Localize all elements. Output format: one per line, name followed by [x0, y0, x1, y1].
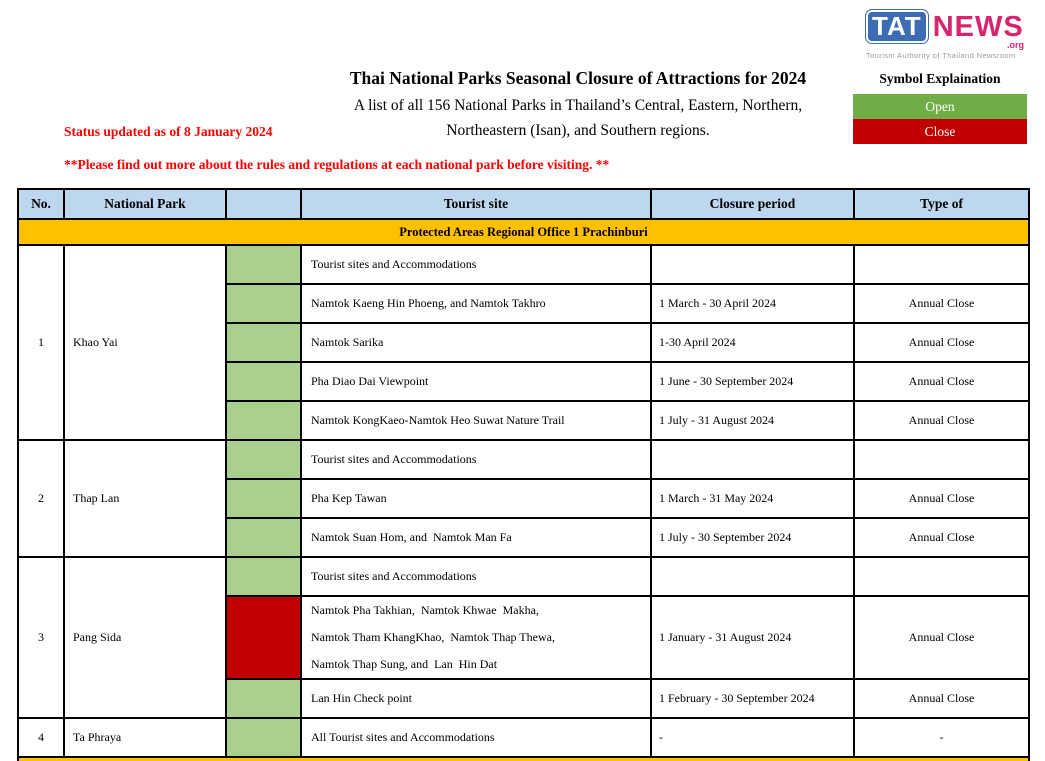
park-name-cell: Pang Sida [63, 556, 227, 719]
closure-table-grid: No. National Park Tourist site Closure p… [17, 188, 1030, 761]
park-no-cell: 4 [17, 717, 65, 758]
status-cell [225, 361, 302, 402]
closure-period-cell: 1 March - 31 May 2024 [650, 478, 855, 519]
closure-period-cell: 1 February - 30 September 2024 [650, 678, 855, 719]
table-row: Namtok Sarika 1-30 April 2024 Annual Clo… [18, 322, 1030, 363]
tourist-site-cell: Tourist sites and Accommodations [300, 244, 652, 285]
status-cell [225, 283, 302, 324]
region-banner: Protected Areas Regional Office 1 Prachi… [17, 218, 1030, 246]
column-header-type-of: Type of [853, 188, 1030, 220]
symbol-legend: Symbol Explaination Open Close [853, 71, 1027, 144]
closure-period-cell: 1 March - 30 April 2024 [650, 283, 855, 324]
table-row: Pha Kep Tawan 1 March - 31 May 2024 Annu… [18, 478, 1030, 519]
table-row: 4 Ta Phraya All Tourist sites and Accomm… [17, 717, 1030, 758]
closure-period-cell [650, 439, 855, 480]
park-name-cell: Ta Phraya [63, 717, 227, 758]
logo-tagline: Tourism Authority of Thailand Newsroom [866, 51, 1016, 60]
column-header-tourist-site: Tourist site [300, 188, 652, 220]
column-header-status [225, 188, 302, 220]
closure-type-cell: Annual Close [853, 678, 1030, 719]
tat-news-logo: TAT NEWS .org Tourism Authority of Thail… [866, 10, 1026, 60]
tourist-site-cell: Lan Hin Check point [300, 678, 652, 719]
status-cell [225, 517, 302, 558]
closure-type-cell [853, 556, 1030, 597]
tourist-site-cell: Namtok Kaeng Hin Phoeng, and Namtok Takh… [300, 283, 652, 324]
table-row: 2 Thap Lan Tourist sites and Accommodati… [17, 439, 1030, 558]
news-logo-text: NEWS [932, 10, 1024, 43]
park-name-cell: Khao Yai [63, 244, 227, 441]
subtitle-line-2: Northeastern (Isan), and Southern region… [446, 122, 710, 139]
closure-period-cell: 1 July - 30 September 2024 [650, 517, 855, 558]
status-cell [225, 717, 302, 758]
legend-open-badge: Open [853, 94, 1027, 119]
closure-period-cell: 1 January - 31 August 2024 [650, 595, 855, 680]
closure-period-cell: 1 June - 30 September 2024 [650, 361, 855, 402]
table-row: Namtok Suan Hom, and Namtok Man Fa 1 Jul… [18, 517, 1030, 558]
logo-org-suffix: .org [1007, 40, 1024, 50]
table-row: Namtok KongKaeo-Namtok Heo Suwat Nature … [18, 400, 1030, 441]
status-cell [225, 439, 302, 480]
heading-block: Thai National Parks Seasonal Closure of … [278, 68, 878, 143]
table-row: 1 Khao Yai Tourist sites and Accommodati… [17, 244, 1030, 441]
park-name-cell: Thap Lan [63, 439, 227, 558]
column-header-no: No. [17, 188, 65, 220]
status-cell [225, 400, 302, 441]
subtitle-line-1: A list of all 156 National Parks in Thai… [353, 97, 803, 114]
status-cell [225, 478, 302, 519]
tat-logo-mark: TAT [866, 10, 928, 43]
closure-period-cell: 1 July - 31 August 2024 [650, 400, 855, 441]
tourist-site-cell: All Tourist sites and Accommodations [300, 717, 652, 758]
tourist-site-cell: Namtok KongKaeo-Namtok Heo Suwat Nature … [300, 400, 652, 441]
table-row: Lan Hin Check point 1 February - 30 Sept… [18, 678, 1030, 719]
status-cell [225, 556, 302, 597]
region-banner-row: Protected Areas Regional Office 1 Prachi… [17, 218, 1030, 246]
tourist-site-cell: Pha Diao Dai Viewpoint [300, 361, 652, 402]
closure-type-cell: Annual Close [853, 400, 1030, 441]
closure-type-cell: Annual Close [853, 283, 1030, 324]
tourist-site-cell: Namtok Pha Takhian, Namtok Khwae Makha, … [300, 595, 652, 680]
page-title: Thai National Parks Seasonal Closure of … [349, 68, 807, 88]
status-cell [225, 322, 302, 363]
park-no-cell: 1 [17, 244, 65, 441]
table-row: 3 Pang Sida Tourist sites and Accommodat… [17, 556, 1030, 719]
closure-table: No. National Park Tourist site Closure p… [17, 188, 1030, 761]
status-updated-text: Status updated as of 8 January 2024 [64, 124, 273, 139]
table-header-row: No. National Park Tourist site Closure p… [17, 188, 1030, 220]
next-region-banner-row [17, 756, 1030, 761]
closure-type-cell: Annual Close [853, 322, 1030, 363]
tourist-site-cell: Tourist sites and Accommodations [300, 439, 652, 480]
park-no-cell: 2 [17, 439, 65, 558]
closure-type-cell [853, 244, 1030, 285]
tourist-site-cell: Tourist sites and Accommodations [300, 556, 652, 597]
closure-type-cell: - [853, 717, 1030, 758]
closure-type-cell: Annual Close [853, 361, 1030, 402]
closure-period-cell [650, 244, 855, 285]
closure-type-cell: Annual Close [853, 595, 1030, 680]
tourist-site-cell: Pha Kep Tawan [300, 478, 652, 519]
closure-type-cell: Annual Close [853, 478, 1030, 519]
park-no-cell: 3 [17, 556, 65, 719]
logo-row: TAT NEWS [866, 10, 1026, 43]
closure-period-cell: - [650, 717, 855, 758]
legend-close-badge: Close [853, 119, 1027, 144]
closure-period-cell: 1-30 April 2024 [650, 322, 855, 363]
status-cell [225, 244, 302, 285]
advisory-note: **Please find out more about the rules a… [64, 157, 610, 172]
table-row: Pha Diao Dai Viewpoint 1 June - 30 Septe… [18, 361, 1030, 402]
closure-period-cell [650, 556, 855, 597]
closure-type-cell [853, 439, 1030, 480]
legend-title: Symbol Explaination [879, 71, 1001, 86]
tourist-site-cell: Namtok Sarika [300, 322, 652, 363]
next-region-banner [17, 756, 1030, 761]
tourist-site-cell: Namtok Suan Hom, and Namtok Man Fa [300, 517, 652, 558]
status-cell [225, 595, 302, 680]
table-row: Namtok Kaeng Hin Phoeng, and Namtok Takh… [18, 283, 1030, 324]
column-header-closure-period: Closure period [650, 188, 855, 220]
closure-type-cell: Annual Close [853, 517, 1030, 558]
table-row: Namtok Pha Takhian, Namtok Khwae Makha, … [18, 595, 1030, 680]
column-header-national-park: National Park [63, 188, 227, 220]
page-subtitle: A list of all 156 National Parks in Thai… [278, 93, 878, 143]
status-cell [225, 678, 302, 719]
